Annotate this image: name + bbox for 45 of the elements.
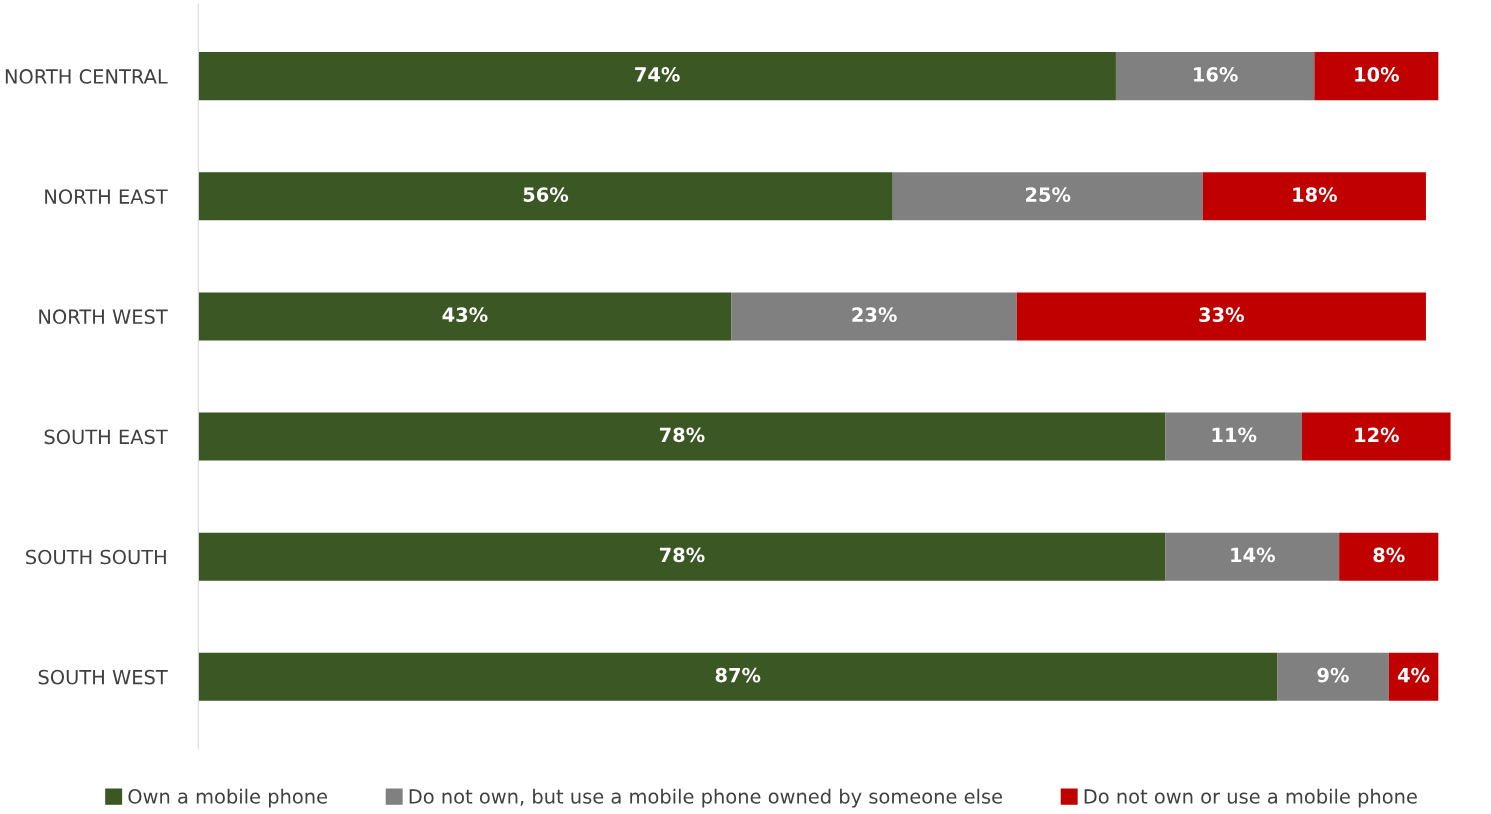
data-label: 56%: [523, 187, 569, 202]
bar: [198, 532, 1166, 581]
data-label: 23%: [852, 307, 897, 323]
data-label: 8%: [1373, 547, 1405, 563]
data-label: 9%: [1317, 667, 1349, 683]
data-label: 25%: [1026, 187, 1071, 202]
bar: [1277, 652, 1389, 701]
bar: [1388, 652, 1439, 701]
data-label: 43%: [442, 307, 488, 323]
bar: [1115, 52, 1315, 101]
y-tick-label: SOUTH EAST: [44, 429, 168, 445]
y-tick-label: SOUTH WEST: [38, 669, 168, 685]
data-label: 74%: [635, 67, 680, 82]
legend-label: Own a mobile phone: [128, 788, 328, 808]
bar: [198, 292, 732, 341]
y-tick-label: NORTH CENTRAL: [5, 69, 168, 84]
data-label: 14%: [1231, 547, 1275, 563]
data-label: 33%: [1199, 307, 1244, 323]
bar: [198, 172, 893, 221]
legend-label: Do not own or use a mobile phone: [1084, 788, 1417, 808]
bar: [1202, 172, 1426, 221]
y-tick-label: NORTH EAST: [45, 189, 168, 204]
data-label: 16%: [1194, 67, 1238, 82]
bar: [731, 292, 1017, 341]
bar: [1339, 532, 1439, 581]
bar: [1016, 292, 1426, 341]
data-label: 4%: [1397, 667, 1430, 683]
y-tick-label: NORTH WEST: [39, 309, 168, 325]
data-label: 78%: [659, 547, 705, 563]
data-label: 12%: [1355, 427, 1399, 443]
bar: [1314, 52, 1439, 101]
bar: [198, 412, 1166, 461]
y-tick-label: SOUTH SOUTH: [26, 549, 166, 565]
data-label: 78%: [659, 427, 705, 443]
bar: [1165, 412, 1302, 461]
data-label: 10%: [1355, 67, 1399, 82]
data-label: 11%: [1212, 427, 1257, 443]
bar: [892, 172, 1203, 221]
bar: [198, 52, 1116, 101]
legend-label: Do not own, but use a mobile phone owned by someone else: [409, 788, 1003, 808]
bar: [1301, 412, 1451, 461]
data-label: 18%: [1293, 187, 1337, 202]
bar: [1165, 532, 1340, 581]
bar: [198, 652, 1278, 701]
data-label: 87%: [715, 667, 761, 683]
